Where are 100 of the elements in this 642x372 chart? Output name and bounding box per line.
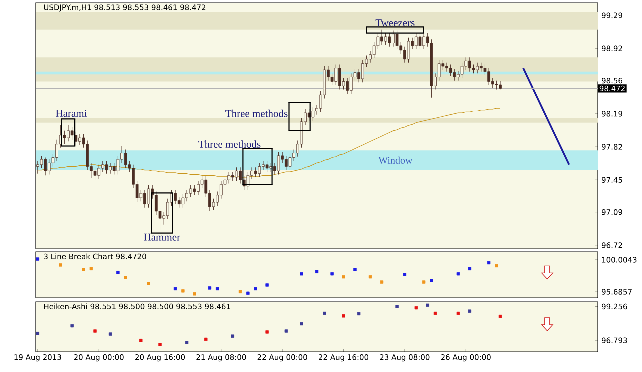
- point: [456, 272, 460, 276]
- point: [434, 312, 438, 316]
- point: [140, 339, 143, 342]
- candlestick: [460, 62, 464, 78]
- candlestick: [388, 33, 392, 48]
- point: [266, 330, 269, 334]
- point: [59, 264, 62, 267]
- candlestick: [155, 192, 158, 216]
- point: [315, 270, 319, 274]
- candlestick: [78, 134, 82, 146]
- band-label: Window: [378, 156, 413, 164]
- candlestick: [189, 185, 192, 198]
- point: [284, 330, 288, 333]
- candlestick: [361, 60, 364, 83]
- candlestick: [449, 64, 452, 77]
- point: [174, 287, 178, 291]
- point: [396, 305, 399, 308]
- candlestick: [101, 161, 104, 172]
- annotation: Three methods: [198, 140, 261, 148]
- candlestick: [48, 159, 51, 176]
- point: [147, 282, 150, 286]
- point: [426, 304, 430, 308]
- candlestick: [112, 162, 116, 176]
- candlestick: [193, 185, 196, 196]
- candlestick: [186, 190, 188, 202]
- candlestick: [266, 161, 269, 172]
- point: [108, 332, 112, 336]
- point: [368, 275, 372, 279]
- point: [246, 292, 250, 295]
- point: [90, 267, 94, 271]
- point: [468, 310, 472, 313]
- candlestick: [476, 62, 479, 74]
- candlestick: [116, 156, 120, 176]
- candlestick: [235, 167, 238, 182]
- point: [216, 287, 220, 291]
- point: [208, 286, 212, 290]
- candlestick: [254, 167, 258, 178]
- point: [36, 258, 40, 261]
- candlestick: [277, 152, 280, 176]
- point: [116, 271, 120, 274]
- point: [468, 267, 472, 271]
- candlestick: [488, 68, 490, 86]
- point: [82, 268, 86, 272]
- point: [498, 314, 502, 318]
- point: [94, 330, 97, 333]
- point: [456, 312, 460, 316]
- annotation: Tweezers: [376, 20, 415, 27]
- point: [300, 272, 304, 276]
- annotation: Hammer: [144, 234, 180, 241]
- candlestick: [418, 33, 422, 50]
- candlestick: [182, 194, 185, 208]
- candlestick: [350, 73, 353, 94]
- candlestick: [384, 33, 388, 46]
- point: [185, 341, 189, 344]
- point: [323, 312, 326, 316]
- point: [403, 273, 407, 276]
- point: [422, 280, 426, 284]
- candlestick: [67, 125, 70, 142]
- candlestick: [407, 38, 410, 64]
- candlestick: [86, 140, 90, 171]
- candlestick: [346, 78, 350, 94]
- point: [430, 279, 434, 282]
- candlestick: [446, 62, 448, 72]
- point: [354, 268, 357, 272]
- candlestick: [228, 172, 230, 184]
- candlestick: [63, 130, 66, 145]
- point: [158, 343, 162, 346]
- candlestick: [220, 180, 223, 200]
- candlestick: [380, 30, 384, 46]
- point: [238, 290, 242, 294]
- candlestick: [178, 196, 181, 208]
- point: [357, 312, 361, 316]
- annotation: Three methods: [226, 110, 288, 118]
- candlestick: [105, 161, 108, 174]
- annotation: Harami: [56, 110, 88, 118]
- candlestick: [124, 149, 128, 169]
- candlestick: [94, 167, 97, 180]
- candlestick: [98, 164, 101, 180]
- candlestick: [262, 161, 265, 171]
- point: [300, 322, 304, 326]
- candlestick: [109, 162, 112, 174]
- point: [266, 284, 269, 287]
- point: [330, 272, 334, 276]
- point: [254, 287, 258, 291]
- candlestick: [284, 156, 288, 171]
- point: [495, 264, 498, 268]
- point: [342, 275, 346, 279]
- candlestick: [40, 156, 44, 169]
- point: [36, 332, 40, 336]
- candlestick: [239, 167, 242, 184]
- point: [487, 261, 491, 265]
- candlestick: [414, 33, 418, 50]
- candlestick: [453, 68, 456, 82]
- candlestick: [144, 190, 146, 208]
- point: [231, 334, 234, 338]
- candlestick: [334, 64, 338, 86]
- candlestick: [258, 162, 262, 178]
- candlestick: [174, 190, 177, 205]
- candlestick: [392, 30, 395, 48]
- point: [193, 292, 196, 296]
